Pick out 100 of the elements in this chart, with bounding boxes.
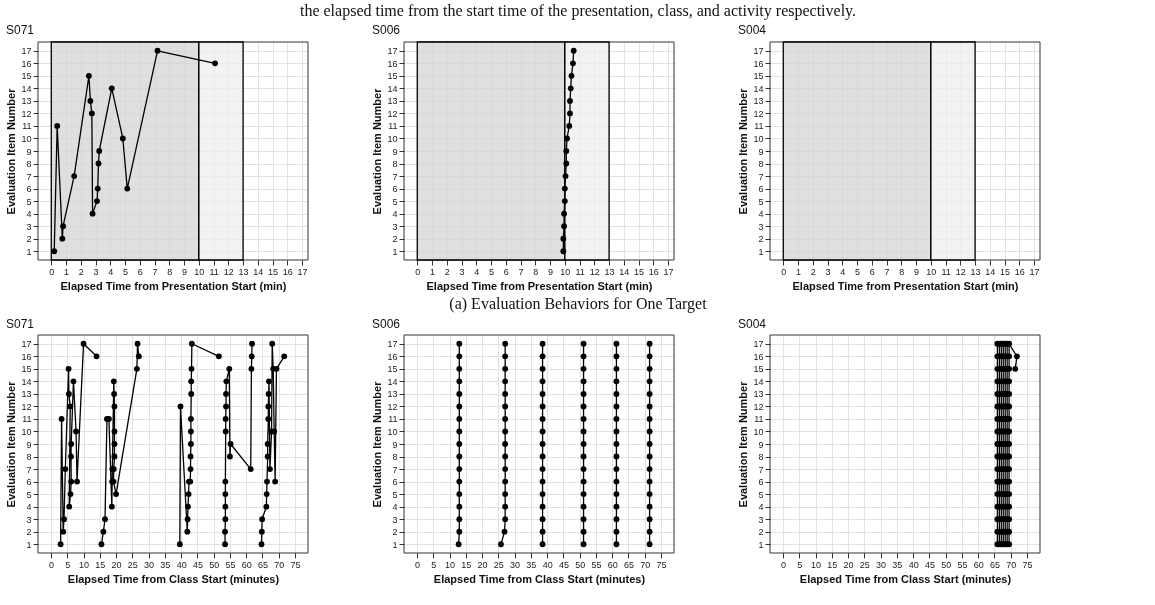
y-tick-label: 9: [392, 439, 398, 450]
y-tick-label: 11: [22, 414, 32, 425]
y-tick-label: 15: [387, 71, 398, 82]
x-tick-label: 16: [1014, 266, 1025, 277]
y-tick-label: 12: [753, 401, 764, 412]
x-tick-label: 60: [241, 559, 252, 570]
y-tick-label: 16: [387, 58, 398, 69]
x-tick-label: 15: [461, 559, 472, 570]
y-tick-label: 16: [387, 351, 398, 362]
y-tick-label: 6: [392, 477, 398, 488]
x-tick-label: 55: [591, 559, 602, 570]
y-tick-label: 10: [387, 133, 398, 144]
y-tick-label: 2: [758, 234, 764, 245]
x-tick-label: 6: [869, 266, 875, 277]
x-tick-label: 55: [957, 559, 968, 570]
y-axis-title: Evaluation Item Number: [371, 87, 384, 215]
chart-title: S071: [5, 316, 35, 331]
y-tick-label: 17: [387, 339, 398, 350]
y-tick-label: 15: [753, 364, 764, 375]
chart-title: S006: [371, 316, 401, 331]
y-tick-label: 6: [26, 477, 32, 488]
y-tick-label: 4: [758, 209, 764, 220]
y-tick-label: 9: [26, 146, 32, 157]
y-tick-label: 8: [392, 452, 398, 463]
x-tick-label: 14: [985, 266, 996, 277]
y-tick-label: 11: [22, 121, 32, 132]
x-axis-title: Elapsed Time from Class Start (minutes): [799, 572, 1012, 585]
x-tick-label: 30: [876, 559, 887, 570]
y-tick-label: 2: [392, 234, 398, 245]
y-tick-label: 7: [26, 171, 32, 182]
y-tick-label: 6: [758, 184, 764, 195]
x-tick-label: 3: [93, 266, 99, 277]
y-tick-label: 7: [26, 464, 32, 475]
y-tick-label: 12: [387, 401, 398, 412]
x-tick-label: 13: [604, 266, 615, 277]
x-tick-label: 1: [64, 266, 70, 277]
x-tick-label: 3: [825, 266, 831, 277]
y-axis-title: Evaluation Item Number: [737, 87, 750, 215]
y-tick-label: 4: [758, 502, 764, 513]
x-tick-label: 70: [1006, 559, 1017, 570]
x-tick-label: 1: [430, 266, 436, 277]
x-tick-label: 7: [884, 266, 890, 277]
y-tick-label: 12: [753, 108, 764, 119]
y-tick-label: 2: [26, 234, 32, 245]
x-tick-label: 5: [65, 559, 71, 570]
chart-title: S004: [737, 23, 767, 38]
x-tick-label: 0: [781, 559, 787, 570]
x-tick-label: 15: [268, 266, 279, 277]
x-tick-label: 2: [78, 266, 84, 277]
y-tick-label: 17: [753, 339, 764, 350]
y-axis-title: Evaluation Item Number: [5, 380, 18, 508]
y-tick-label: 7: [392, 171, 398, 182]
x-tick-label: 14: [253, 266, 264, 277]
y-tick-label: 8: [392, 159, 398, 170]
x-tick-label: 55: [225, 559, 236, 570]
x-tick-label: 0: [49, 559, 55, 570]
x-tick-label: 2: [810, 266, 816, 277]
x-tick-label: 9: [914, 266, 920, 277]
x-tick-label: 75: [656, 559, 667, 570]
x-tick-label: 10: [926, 266, 937, 277]
x-tick-label: 70: [640, 559, 651, 570]
x-tick-label: 45: [558, 559, 569, 570]
y-tick-label: 4: [392, 209, 398, 220]
x-tick-label: 5: [797, 559, 803, 570]
y-tick-label: 14: [21, 83, 32, 94]
y-tick-label: 14: [387, 83, 398, 94]
y-tick-label: 12: [387, 108, 398, 119]
y-tick-label: 16: [21, 351, 32, 362]
y-tick-label: 8: [26, 452, 32, 463]
y-tick-label: 10: [21, 426, 32, 437]
y-tick-label: 15: [21, 364, 32, 375]
y-tick-label: 11: [388, 121, 398, 132]
y-tick-label: 14: [21, 376, 32, 387]
x-tick-label: 3: [459, 266, 465, 277]
x-tick-label: 4: [474, 266, 480, 277]
x-tick-label: 6: [137, 266, 143, 277]
y-tick-label: 5: [758, 196, 764, 207]
x-tick-label: 10: [79, 559, 90, 570]
y-tick-label: 3: [392, 514, 398, 525]
x-tick-label: 16: [648, 266, 659, 277]
x-tick-label: 16: [282, 266, 293, 277]
x-tick-label: 7: [152, 266, 158, 277]
y-tick-label: 3: [26, 221, 32, 232]
y-tick-label: 13: [21, 389, 32, 400]
x-tick-label: 65: [257, 559, 268, 570]
y-tick-label: 13: [753, 96, 764, 107]
x-tick-label: 35: [160, 559, 171, 570]
y-tick-label: 6: [392, 184, 398, 195]
y-tick-label: 10: [753, 133, 764, 144]
x-tick-label: 5: [489, 266, 495, 277]
x-axis-title: Elapsed Time from Presentation Start (min): [792, 279, 1019, 292]
y-tick-label: 1: [758, 539, 764, 550]
y-tick-label: 13: [387, 96, 398, 107]
x-tick-label: 30: [510, 559, 521, 570]
x-tick-label: 75: [1022, 559, 1033, 570]
x-tick-label: 12: [955, 266, 966, 277]
y-axis-title: Evaluation Item Number: [371, 380, 384, 508]
x-axis-title: Elapsed Time from Class Start (minutes): [433, 572, 646, 585]
y-tick-label: 16: [753, 351, 764, 362]
y-tick-label: 3: [392, 221, 398, 232]
